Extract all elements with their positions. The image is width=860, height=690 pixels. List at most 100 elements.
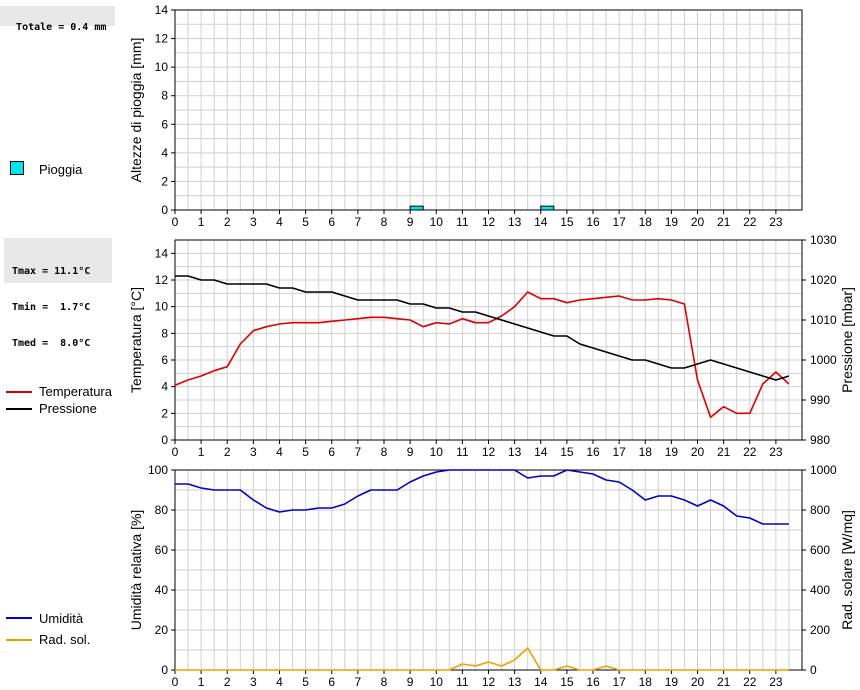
x-tick-label: 16 <box>586 215 600 229</box>
y-tick-label: 100 <box>148 463 168 477</box>
x-tick-label: 17 <box>612 675 626 689</box>
x-tick-label: 16 <box>586 675 600 689</box>
x-tick-label: 12 <box>482 675 496 689</box>
x-tick-label: 20 <box>691 675 705 689</box>
x-tick-label: 11 <box>456 675 469 689</box>
y-tick-label: 6 <box>161 353 168 367</box>
x-tick-label: 8 <box>381 675 388 689</box>
chart-1-grid <box>175 9 802 210</box>
x-tick-label: 16 <box>586 445 600 459</box>
x-tick-label: 5 <box>302 215 309 229</box>
x-tick-label: 13 <box>508 215 522 229</box>
rain-bar <box>540 205 555 211</box>
x-tick-label: 6 <box>328 675 335 689</box>
rain-bar <box>409 205 424 211</box>
legend-line-radsol <box>6 639 32 641</box>
x-tick-label: 1 <box>198 445 205 459</box>
y-tick-label: 10 <box>155 60 169 74</box>
y-tick-label: 10 <box>155 300 169 314</box>
tmed-text: Tmed = 8.0°C <box>12 338 91 349</box>
x-tick-label: 14 <box>534 445 548 459</box>
x-tick-label: 21 <box>717 215 731 229</box>
series-line-rad-sol <box>175 647 789 671</box>
x-tick-label: 23 <box>769 445 783 459</box>
x-tick-label: 11 <box>456 215 469 229</box>
x-tick-label: 21 <box>717 445 731 459</box>
y-tick-label: 12 <box>155 32 169 46</box>
x-tick-label: 12 <box>482 215 496 229</box>
y-right-tick-label: 1000 <box>810 353 837 367</box>
x-tick-label: 18 <box>639 215 653 229</box>
y-tick-label: 0 <box>161 663 168 677</box>
x-tick-label: 2 <box>224 675 231 689</box>
y-axis-label: Umidità relativa [%] <box>128 510 144 631</box>
x-tick-label: 12 <box>482 445 496 459</box>
y-right-axis-label: Pressione [mbar] <box>839 287 855 393</box>
x-tick-label: 23 <box>769 215 783 229</box>
x-tick-label: 0 <box>172 675 179 689</box>
x-tick-label: 14 <box>534 215 548 229</box>
x-tick-label: 18 <box>639 675 653 689</box>
x-tick-label: 1 <box>198 675 205 689</box>
tmin-text: Tmin = 1.7°C <box>12 302 91 313</box>
y-right-tick-label: 1010 <box>810 313 837 327</box>
y-tick-label: 80 <box>155 503 169 517</box>
y-tick-label: 4 <box>161 146 168 160</box>
chart-3-grid <box>175 470 802 670</box>
x-tick-label: 9 <box>407 675 414 689</box>
series-line-temperatura <box>174 291 790 419</box>
y-tick-label: 14 <box>155 3 169 17</box>
x-tick-label: 7 <box>355 445 362 459</box>
y-tick-label: 20 <box>155 623 169 637</box>
x-tick-label: 15 <box>560 675 574 689</box>
x-tick-label: 19 <box>665 445 679 459</box>
x-tick-label: 10 <box>430 215 444 229</box>
x-tick-label: 22 <box>743 675 757 689</box>
x-tick-label: 13 <box>508 675 522 689</box>
x-tick-label: 17 <box>612 445 626 459</box>
y-tick-label: 2 <box>161 174 168 188</box>
rain-total-box: Totale = 0.4 mm <box>0 6 115 33</box>
x-tick-label: 3 <box>250 215 257 229</box>
x-tick-label: 6 <box>328 445 335 459</box>
chart-2-grid <box>175 240 802 440</box>
y-tick-label: 0 <box>161 433 168 447</box>
legend-line-temperatura <box>6 391 32 393</box>
x-tick-label: 11 <box>456 445 469 459</box>
x-tick-label: 4 <box>276 675 283 689</box>
y-right-tick-label: 800 <box>810 503 830 517</box>
legend-swatch-pioggia <box>10 161 24 175</box>
x-tick-label: 15 <box>560 215 574 229</box>
x-tick-label: 10 <box>430 675 444 689</box>
x-tick-label: 17 <box>612 215 626 229</box>
y-tick-label: 8 <box>161 89 168 103</box>
x-tick-label: 9 <box>407 215 414 229</box>
y-tick-label: 40 <box>155 583 169 597</box>
x-tick-label: 19 <box>665 675 679 689</box>
x-tick-label: 21 <box>717 675 731 689</box>
x-tick-label: 1 <box>198 215 205 229</box>
legend-label-pressione: Pressione <box>39 401 97 416</box>
x-tick-label: 22 <box>743 445 757 459</box>
x-tick-label: 19 <box>665 215 679 229</box>
y-right-tick-label: 990 <box>810 393 830 407</box>
x-tick-label: 9 <box>407 445 414 459</box>
x-tick-label: 14 <box>534 675 548 689</box>
x-tick-label: 0 <box>172 215 179 229</box>
y-right-tick-label: 0 <box>810 663 817 677</box>
series-line-umidit <box>175 469 789 525</box>
x-tick-label: 5 <box>302 445 309 459</box>
series-line-pressione <box>175 275 790 381</box>
y-right-tick-label: 400 <box>810 583 830 597</box>
x-tick-label: 3 <box>250 675 257 689</box>
x-tick-label: 2 <box>224 215 231 229</box>
x-tick-label: 4 <box>276 215 283 229</box>
y-tick-label: 0 <box>161 203 168 217</box>
x-tick-label: 10 <box>430 445 444 459</box>
x-tick-label: 22 <box>743 215 757 229</box>
x-tick-label: 15 <box>560 445 574 459</box>
tmax-text: Tmax = 11.1°C <box>12 266 91 277</box>
x-tick-label: 0 <box>172 445 179 459</box>
y-right-tick-label: 980 <box>810 433 830 447</box>
